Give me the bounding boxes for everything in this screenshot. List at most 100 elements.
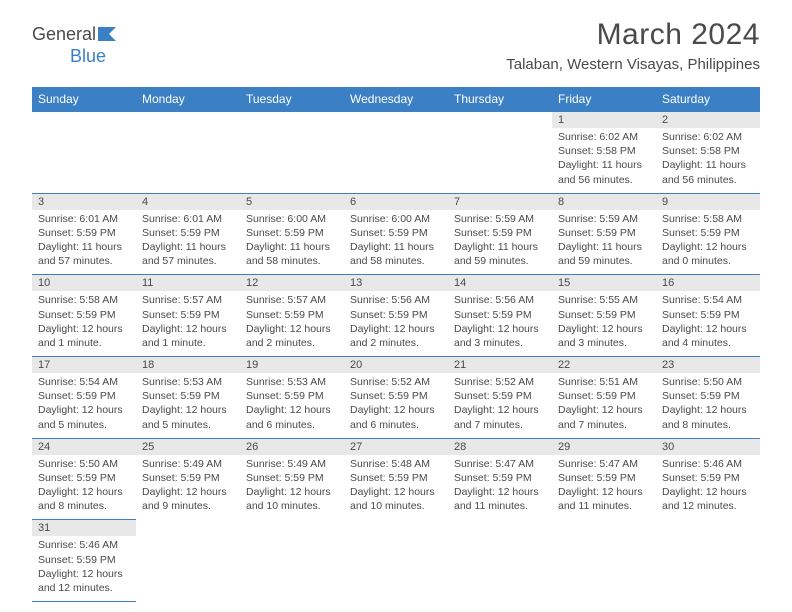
sunrise-text: Sunrise: 5:59 AM — [454, 212, 546, 226]
sunset-text: Sunset: 5:59 PM — [38, 308, 130, 322]
sunrise-text: Sunrise: 5:46 AM — [38, 538, 130, 552]
day-number-cell: 15 — [552, 275, 656, 292]
daylight-text: Daylight: 12 hours and 7 minutes. — [558, 403, 650, 431]
day-number-cell: 2 — [656, 112, 760, 129]
detail-row: Sunrise: 5:54 AMSunset: 5:59 PMDaylight:… — [32, 373, 760, 438]
day-number-cell: 28 — [448, 438, 552, 455]
sunrise-text: Sunrise: 5:54 AM — [662, 293, 754, 307]
sunrise-text: Sunrise: 5:59 AM — [558, 212, 650, 226]
sunrise-text: Sunrise: 5:57 AM — [142, 293, 234, 307]
sunrise-text: Sunrise: 5:57 AM — [246, 293, 338, 307]
sunset-text: Sunset: 5:59 PM — [662, 389, 754, 403]
detail-row: Sunrise: 5:58 AMSunset: 5:59 PMDaylight:… — [32, 291, 760, 356]
daynum-row: 31 — [32, 520, 760, 537]
weekday-header: Tuesday — [240, 87, 344, 112]
sunset-text: Sunset: 5:59 PM — [142, 471, 234, 485]
day-number-cell: 23 — [656, 357, 760, 374]
day-number-cell: 20 — [344, 357, 448, 374]
sunrise-text: Sunrise: 5:49 AM — [142, 457, 234, 471]
day-detail-cell: Sunrise: 5:56 AMSunset: 5:59 PMDaylight:… — [344, 291, 448, 356]
sunrise-text: Sunrise: 5:46 AM — [662, 457, 754, 471]
day-detail-cell: Sunrise: 5:53 AMSunset: 5:59 PMDaylight:… — [240, 373, 344, 438]
day-detail-cell: Sunrise: 5:48 AMSunset: 5:59 PMDaylight:… — [344, 455, 448, 520]
daylight-text: Daylight: 12 hours and 11 minutes. — [454, 485, 546, 513]
sunrise-text: Sunrise: 5:52 AM — [454, 375, 546, 389]
sunrise-text: Sunrise: 6:02 AM — [558, 130, 650, 144]
sunrise-text: Sunrise: 6:01 AM — [38, 212, 130, 226]
day-detail-cell — [552, 536, 656, 601]
day-detail-cell — [448, 128, 552, 193]
weekday-header: Sunday — [32, 87, 136, 112]
day-detail-cell: Sunrise: 6:00 AMSunset: 5:59 PMDaylight:… — [344, 210, 448, 275]
sunset-text: Sunset: 5:59 PM — [350, 226, 442, 240]
weekday-header: Thursday — [448, 87, 552, 112]
day-number-cell: 18 — [136, 357, 240, 374]
day-number-cell — [240, 112, 344, 129]
daylight-text: Daylight: 12 hours and 2 minutes. — [246, 322, 338, 350]
daylight-text: Daylight: 12 hours and 12 minutes. — [662, 485, 754, 513]
day-detail-cell: Sunrise: 5:52 AMSunset: 5:59 PMDaylight:… — [344, 373, 448, 438]
sunrise-text: Sunrise: 6:00 AM — [350, 212, 442, 226]
sunset-text: Sunset: 5:59 PM — [246, 471, 338, 485]
day-number-cell — [136, 520, 240, 537]
day-number-cell: 19 — [240, 357, 344, 374]
sunset-text: Sunset: 5:59 PM — [454, 471, 546, 485]
day-number-cell: 26 — [240, 438, 344, 455]
sunrise-text: Sunrise: 5:47 AM — [558, 457, 650, 471]
day-detail-cell: Sunrise: 5:54 AMSunset: 5:59 PMDaylight:… — [32, 373, 136, 438]
day-number-cell: 5 — [240, 193, 344, 210]
day-detail-cell: Sunrise: 5:52 AMSunset: 5:59 PMDaylight:… — [448, 373, 552, 438]
daylight-text: Daylight: 12 hours and 8 minutes. — [662, 403, 754, 431]
day-detail-cell: Sunrise: 5:59 AMSunset: 5:59 PMDaylight:… — [448, 210, 552, 275]
weekday-header-row: Sunday Monday Tuesday Wednesday Thursday… — [32, 87, 760, 112]
day-number-cell: 25 — [136, 438, 240, 455]
daylight-text: Daylight: 12 hours and 8 minutes. — [38, 485, 130, 513]
daylight-text: Daylight: 12 hours and 1 minute. — [142, 322, 234, 350]
sunset-text: Sunset: 5:59 PM — [246, 389, 338, 403]
sunset-text: Sunset: 5:59 PM — [454, 226, 546, 240]
daylight-text: Daylight: 12 hours and 5 minutes. — [38, 403, 130, 431]
page-title: March 2024 — [32, 18, 760, 52]
day-number-cell: 30 — [656, 438, 760, 455]
sunset-text: Sunset: 5:59 PM — [558, 308, 650, 322]
day-number-cell: 17 — [32, 357, 136, 374]
daylight-text: Daylight: 11 hours and 58 minutes. — [246, 240, 338, 268]
header: General Blue March 2024 Talaban, Western… — [0, 0, 792, 81]
day-detail-cell: Sunrise: 5:49 AMSunset: 5:59 PMDaylight:… — [240, 455, 344, 520]
day-detail-cell: Sunrise: 6:01 AMSunset: 5:59 PMDaylight:… — [136, 210, 240, 275]
logo: General Blue — [32, 24, 120, 67]
day-number-cell: 22 — [552, 357, 656, 374]
sunset-text: Sunset: 5:59 PM — [246, 308, 338, 322]
day-number-cell: 8 — [552, 193, 656, 210]
sunset-text: Sunset: 5:59 PM — [38, 553, 130, 567]
day-detail-cell: Sunrise: 5:58 AMSunset: 5:59 PMDaylight:… — [656, 210, 760, 275]
sunrise-text: Sunrise: 5:58 AM — [662, 212, 754, 226]
day-detail-cell — [344, 536, 448, 601]
sunrise-text: Sunrise: 6:02 AM — [662, 130, 754, 144]
daylight-text: Daylight: 12 hours and 4 minutes. — [662, 322, 754, 350]
day-number-cell: 27 — [344, 438, 448, 455]
daylight-text: Daylight: 11 hours and 59 minutes. — [454, 240, 546, 268]
day-detail-cell: Sunrise: 5:47 AMSunset: 5:59 PMDaylight:… — [448, 455, 552, 520]
day-number-cell — [136, 112, 240, 129]
sunrise-text: Sunrise: 5:50 AM — [38, 457, 130, 471]
daylight-text: Daylight: 11 hours and 59 minutes. — [558, 240, 650, 268]
day-number-cell — [344, 520, 448, 537]
detail-row: Sunrise: 5:50 AMSunset: 5:59 PMDaylight:… — [32, 455, 760, 520]
day-detail-cell — [136, 536, 240, 601]
day-number-cell: 9 — [656, 193, 760, 210]
sunset-text: Sunset: 5:59 PM — [38, 226, 130, 240]
sunset-text: Sunset: 5:59 PM — [558, 226, 650, 240]
daylight-text: Daylight: 12 hours and 11 minutes. — [558, 485, 650, 513]
weekday-header: Friday — [552, 87, 656, 112]
daylight-text: Daylight: 11 hours and 57 minutes. — [142, 240, 234, 268]
day-detail-cell: Sunrise: 5:54 AMSunset: 5:59 PMDaylight:… — [656, 291, 760, 356]
sunrise-text: Sunrise: 6:00 AM — [246, 212, 338, 226]
day-number-cell: 11 — [136, 275, 240, 292]
sunset-text: Sunset: 5:59 PM — [38, 389, 130, 403]
daylight-text: Daylight: 12 hours and 5 minutes. — [142, 403, 234, 431]
sunset-text: Sunset: 5:59 PM — [558, 389, 650, 403]
sunset-text: Sunset: 5:59 PM — [350, 471, 442, 485]
day-number-cell: 6 — [344, 193, 448, 210]
weekday-header: Wednesday — [344, 87, 448, 112]
